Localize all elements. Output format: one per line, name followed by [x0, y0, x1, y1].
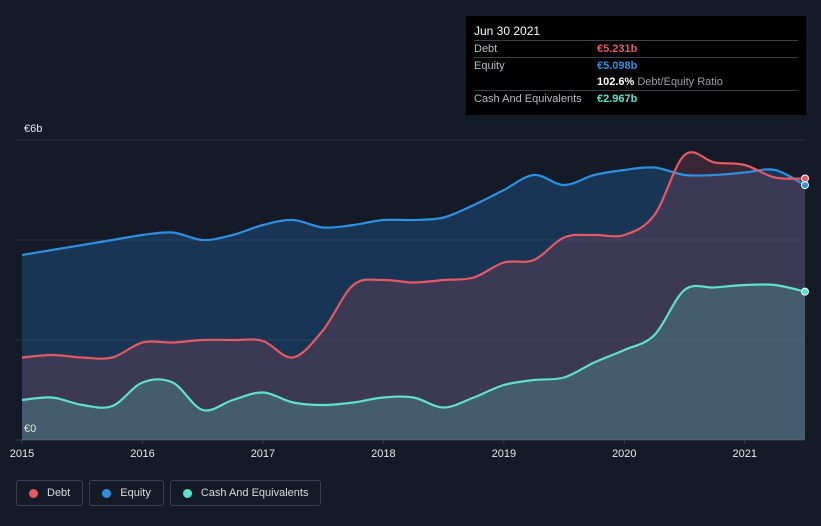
x-tick-label: 2019: [492, 448, 516, 460]
y-tick-label: €0: [24, 423, 36, 435]
debt-end-point[interactable]: [801, 174, 809, 183]
debt-line: [21, 151, 806, 360]
tooltip-row-cash: Cash And Equivalents €2.967b: [474, 90, 798, 107]
tooltip-label: Cash And Equivalents: [474, 93, 582, 105]
y-tick-label: €6b: [24, 123, 42, 135]
tooltip-value: €2.967b: [597, 93, 638, 105]
tooltip-value: €5.098b: [597, 60, 638, 72]
legend-dot-icon: [29, 488, 38, 498]
tooltip-label: Equity: [474, 60, 505, 72]
cash-and-equivalents-line: [21, 283, 806, 412]
x-tick-label: 2015: [10, 448, 34, 460]
tooltip-ratio-label: Debt/Equity Ratio: [637, 76, 723, 88]
x-tick-label: 2021: [733, 448, 757, 460]
tooltip-value: €5.231b: [597, 43, 638, 55]
tooltip-label: Debt: [474, 43, 498, 55]
tooltip-label: [474, 74, 597, 90]
tooltip-date: Jun 30 2021: [474, 24, 541, 38]
x-tick-label: 2016: [130, 448, 154, 460]
legend-label: Equity: [120, 487, 151, 499]
tooltip-row-equity: Equity €5.098b: [474, 57, 798, 74]
cash-and-equivalents-area: [22, 284, 806, 440]
legend-dot-icon: [102, 488, 112, 498]
tooltip: Jun 30 2021 Debt €5.231b Equity €5.098b …: [466, 16, 806, 115]
x-tick-label: 2018: [371, 448, 395, 460]
cash-and-equivalents-end-point[interactable]: [801, 287, 809, 296]
tooltip-row-debt: Debt €5.231b: [474, 40, 798, 57]
legend-label: Cash And Equivalents: [200, 487, 309, 499]
legend: Debt Equity Cash And Equivalents: [16, 480, 322, 506]
equity-end-point[interactable]: [801, 181, 809, 190]
tooltip-row-ratio: 102.6% Debt/Equity Ratio: [474, 74, 798, 90]
legend-label: Debt: [47, 487, 71, 499]
legend-item-cash[interactable]: Cash And Equivalents: [169, 480, 322, 506]
x-tick-label: 2017: [251, 448, 275, 460]
legend-item-debt[interactable]: Debt: [16, 480, 84, 506]
tooltip-value: 102.6%: [597, 76, 635, 88]
debt-area: [22, 152, 806, 440]
equity-line: [21, 166, 806, 257]
x-tick-label: 2020: [612, 448, 636, 460]
legend-item-equity[interactable]: Equity: [89, 480, 164, 506]
legend-dot-icon: [182, 488, 192, 498]
